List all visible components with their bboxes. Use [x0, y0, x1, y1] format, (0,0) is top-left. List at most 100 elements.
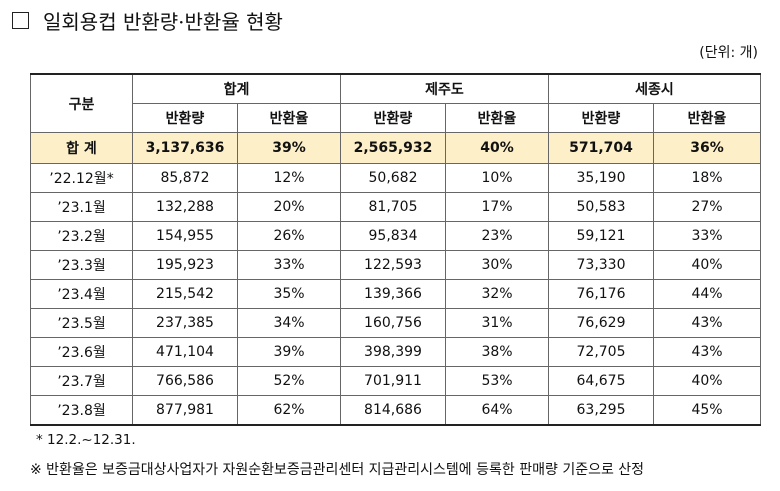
cell: 85,872: [132, 163, 238, 193]
cell: 50,583: [548, 192, 654, 222]
cell: ’22.12월*: [30, 163, 133, 193]
cell: 합 계: [30, 132, 133, 164]
table-body: 합 계 3,137,636 39% 2,565,932 40% 571,704 36% ’22…: [30, 132, 761, 426]
cell: 154,955: [132, 221, 238, 251]
cell: 33%: [653, 221, 761, 251]
cell: 반환량: [132, 103, 238, 133]
cell: 32%: [445, 279, 549, 309]
cell: 17%: [445, 192, 549, 222]
cell: 27%: [653, 192, 761, 222]
cell: 35,190: [548, 163, 654, 193]
cell: 39%: [237, 132, 341, 164]
cell: 73,330: [548, 250, 654, 280]
table-row: ’23.3월 195,923 33% 122,593 30% 73,330 40%: [30, 250, 761, 280]
header-cell: 구분: [30, 73, 133, 133]
table-row: 합 계 3,137,636 39% 2,565,932 40% 571,704 36%: [30, 132, 761, 164]
cell: 40%: [653, 366, 761, 396]
cell: 701,911: [340, 366, 446, 396]
cell: ’23.6월: [30, 337, 133, 367]
cell: ’23.7월: [30, 366, 133, 396]
table-row: ’23.5월 237,385 34% 160,756 31% 76,629 43%: [30, 308, 761, 338]
cell: 제주도: [340, 73, 549, 104]
cell: ’23.4월: [30, 279, 133, 309]
cell: 122,593: [340, 250, 446, 280]
header-row: 반환량 반환율 반환량 반환율 반환량 반환율: [31, 103, 761, 133]
footnote: ※ 반환율은 보증금대상사업자가 자원순환보증금관리센터 지급관리시스템에 등록…: [30, 462, 645, 478]
table-head: 구분 합계 제주도 세종시 반환량 반환율 반환량 반환율 반환량 반환율: [30, 73, 761, 133]
cell: 139,366: [340, 279, 446, 309]
cell: 471,104: [132, 337, 238, 367]
cell: 31%: [445, 308, 549, 338]
cell: 12%: [237, 163, 341, 193]
cell: 30%: [445, 250, 549, 280]
table: 구분 합계 제주도 세종시 반환량 반환율 반환량 반환율 반환량 반환율 합 계 3,137,6…: [30, 73, 761, 426]
cell: 34%: [237, 308, 341, 338]
table-row: ’23.8월 877,981 62% 814,686 64% 63,295 45%: [30, 395, 761, 426]
cell: 132,288: [132, 192, 238, 222]
cell: 215,542: [132, 279, 238, 309]
cell: 72,705: [548, 337, 654, 367]
cell: 26%: [237, 221, 341, 251]
cell: 반환율: [445, 103, 549, 133]
cell: 64,675: [548, 366, 654, 396]
cell: 39%: [237, 337, 341, 367]
cell: 76,176: [548, 279, 654, 309]
cell: ’23.3월: [30, 250, 133, 280]
cell: 59,121: [548, 221, 654, 251]
cell: 43%: [653, 337, 761, 367]
cell: 반환량: [340, 103, 446, 133]
table-row: ’23.6월 471,104 39% 398,399 38% 72,705 43%: [30, 337, 761, 367]
table-row: ’23.1월 132,288 20% 81,705 17% 50,583 27%: [30, 192, 761, 222]
unit: (단위: 개): [699, 45, 758, 61]
cell: 반환율: [653, 103, 761, 133]
cell: 50,682: [340, 163, 446, 193]
cell: 35%: [237, 279, 341, 309]
cell: 814,686: [340, 395, 446, 426]
footnote: * 12.2.~12.31.: [36, 432, 136, 448]
table-row: ’23.7월 766,586 52% 701,911 53% 64,675 40%: [30, 366, 761, 396]
cell: ’23.2월: [30, 221, 133, 251]
table-row: ’22.12월* 85,872 12% 50,682 10% 35,190 18%: [30, 163, 761, 193]
cell: 23%: [445, 221, 549, 251]
cell: 63,295: [548, 395, 654, 426]
cell: 237,385: [132, 308, 238, 338]
cell: 398,399: [340, 337, 446, 367]
checkbox-icon: [12, 12, 29, 29]
cell: 53%: [445, 366, 549, 396]
cell: 10%: [445, 163, 549, 193]
cell: 64%: [445, 395, 549, 426]
cell: 195,923: [132, 250, 238, 280]
cell: 38%: [445, 337, 549, 367]
cell: 세종시: [548, 73, 761, 104]
cell: 76,629: [548, 308, 654, 338]
cell: 81,705: [340, 192, 446, 222]
cell: 36%: [653, 132, 761, 164]
cell: 반환량: [548, 103, 654, 133]
cell: 62%: [237, 395, 341, 426]
cell: 571,704: [548, 132, 654, 164]
cell: 44%: [653, 279, 761, 309]
cell: ’23.1월: [30, 192, 133, 222]
cell: 3,137,636: [132, 132, 238, 164]
title: 일회용컵 반환량·반환율 현황: [43, 10, 283, 34]
cell: ’23.5월: [30, 308, 133, 338]
cell: 43%: [653, 308, 761, 338]
cell: 40%: [653, 250, 761, 280]
cell: 877,981: [132, 395, 238, 426]
cell: 52%: [237, 366, 341, 396]
cell: 33%: [237, 250, 341, 280]
cell: 18%: [653, 163, 761, 193]
title-row: 일회용컵 반환량·반환율 현황: [12, 6, 283, 35]
cell: 2,565,932: [340, 132, 446, 164]
cell: 20%: [237, 192, 341, 222]
cell: 합계: [132, 73, 341, 104]
cell: 160,756: [340, 308, 446, 338]
cell: 95,834: [340, 221, 446, 251]
table-row: ’23.4월 215,542 35% 139,366 32% 76,176 44%: [30, 279, 761, 309]
cell: 45%: [653, 395, 761, 426]
cell: 40%: [445, 132, 549, 164]
cell: ’23.8월: [30, 395, 133, 426]
header-row: 구분 합계 제주도 세종시: [30, 73, 761, 133]
table-row: ’23.2월 154,955 26% 95,834 23% 59,121 33%: [30, 221, 761, 251]
